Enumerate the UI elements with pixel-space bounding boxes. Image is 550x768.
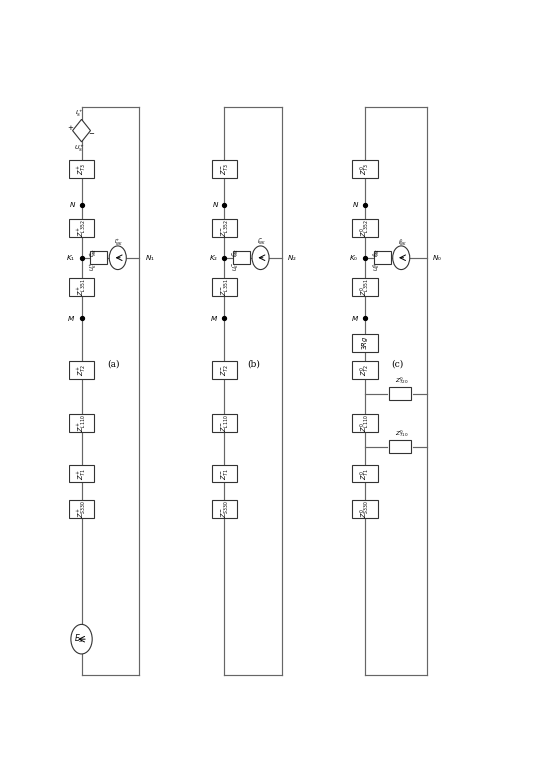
Bar <box>69 500 95 518</box>
Text: (c): (c) <box>391 359 403 369</box>
Bar <box>212 220 237 237</box>
Text: $M$: $M$ <box>67 313 75 323</box>
Bar <box>352 279 378 296</box>
Text: $I^{-}_{MK}$: $I^{-}_{MK}$ <box>232 247 241 257</box>
Bar <box>352 361 378 379</box>
Text: $Z^{+}_{T3}$: $Z^{+}_{T3}$ <box>76 163 88 175</box>
Bar <box>69 279 95 296</box>
Text: (b): (b) <box>248 359 261 369</box>
Text: $Z^{0}_{T3}$: $Z^{0}_{T3}$ <box>359 163 372 175</box>
Text: $N₀$: $N₀$ <box>432 253 442 262</box>
Text: $K₂$: $K₂$ <box>209 253 218 262</box>
Text: $I^{+}_{NK}$: $I^{+}_{NK}$ <box>114 237 123 247</box>
Bar <box>373 251 390 264</box>
Text: $E_S$: $E_S$ <box>74 633 85 645</box>
Text: $Z^{-}_{L110}$: $Z^{-}_{L110}$ <box>219 415 230 432</box>
Text: $Z^{0}_{L352}$: $Z^{0}_{L352}$ <box>359 220 372 237</box>
Text: $Z^{-}_{T2}$: $Z^{-}_{T2}$ <box>219 364 230 376</box>
Bar <box>352 415 378 432</box>
Text: $Z^{0}_{T2}$: $Z^{0}_{T2}$ <box>359 364 372 376</box>
Text: $U^{-}_K$: $U^{-}_K$ <box>232 262 241 271</box>
Bar <box>352 220 378 237</box>
Text: $I^+_S$: $I^+_S$ <box>75 109 84 119</box>
Text: $Z^{0}_{S330}$: $Z^{0}_{S330}$ <box>359 500 372 518</box>
Bar <box>212 361 237 379</box>
Text: (a): (a) <box>107 359 120 369</box>
Text: $I^{0}_{MK}$: $I^{0}_{MK}$ <box>372 247 382 257</box>
Bar <box>352 161 378 178</box>
Text: $N$: $N$ <box>212 200 219 209</box>
Text: $N₂$: $N₂$ <box>288 253 297 262</box>
Text: $-$: $-$ <box>88 128 95 137</box>
Text: $N$: $N$ <box>69 200 76 209</box>
Text: $Z^{-}_{L351}$: $Z^{-}_{L351}$ <box>219 279 230 296</box>
Text: $Z^{+}_{S330}$: $Z^{+}_{S330}$ <box>76 500 88 518</box>
Text: $Z^{0}_{L351}$: $Z^{0}_{L351}$ <box>359 279 372 296</box>
Circle shape <box>71 624 92 654</box>
Bar <box>212 465 237 482</box>
Circle shape <box>393 246 410 270</box>
Text: $U^{0}_K$: $U^{0}_K$ <box>372 263 382 271</box>
Text: $Z^{+}_{L352}$: $Z^{+}_{L352}$ <box>76 220 88 237</box>
Text: $Z^{-}_{T3}$: $Z^{-}_{T3}$ <box>219 163 230 175</box>
Bar <box>90 251 107 264</box>
Text: $K₁$: $K₁$ <box>66 253 75 262</box>
Text: $N₁$: $N₁$ <box>145 253 155 262</box>
Bar <box>69 161 95 178</box>
Bar <box>212 279 237 296</box>
Text: $Z^{-}_{S330}$: $Z^{-}_{S330}$ <box>219 500 230 518</box>
Text: $Z^{0}_{T1}$: $Z^{0}_{T1}$ <box>359 468 372 480</box>
Bar <box>233 251 250 264</box>
Text: $Z^{-}_{L352}$: $Z^{-}_{L352}$ <box>219 220 230 237</box>
Text: $U^+_S$: $U^+_S$ <box>74 143 85 154</box>
Text: $N$: $N$ <box>352 200 360 209</box>
Text: $U^{+}_K$: $U^{+}_K$ <box>88 262 98 271</box>
Text: $I^{0}_{NK}$: $I^{0}_{NK}$ <box>398 237 406 248</box>
Text: $Z^{+}_{L110}$: $Z^{+}_{L110}$ <box>76 415 88 432</box>
Circle shape <box>109 246 126 270</box>
Bar <box>352 465 378 482</box>
Bar <box>389 441 411 453</box>
Bar <box>69 415 95 432</box>
Bar <box>352 500 378 518</box>
Text: $M$: $M$ <box>210 313 218 323</box>
Text: $Z^0_{T20}$: $Z^0_{T20}$ <box>395 376 409 386</box>
Bar <box>212 500 237 518</box>
Text: $Z^{+}_{L351}$: $Z^{+}_{L351}$ <box>76 279 88 296</box>
Text: $Z^{-}_{T1}$: $Z^{-}_{T1}$ <box>219 468 230 480</box>
Text: $M$: $M$ <box>350 313 359 323</box>
Text: $3Rg$: $3Rg$ <box>360 336 370 350</box>
Polygon shape <box>73 119 91 142</box>
Text: $+$: $+$ <box>67 123 74 131</box>
Circle shape <box>252 246 269 270</box>
Text: $I^{+}_{MK}$: $I^{+}_{MK}$ <box>88 247 98 257</box>
Bar <box>212 415 237 432</box>
Text: $K₀$: $K₀$ <box>349 253 359 262</box>
Text: $Z^0_{T10}$: $Z^0_{T10}$ <box>395 429 409 439</box>
Bar <box>69 361 95 379</box>
Bar <box>69 220 95 237</box>
Bar <box>352 334 378 352</box>
Text: $Z^{+}_{T2}$: $Z^{+}_{T2}$ <box>76 364 88 376</box>
Bar <box>389 387 411 400</box>
Text: $Z^{+}_{T1}$: $Z^{+}_{T1}$ <box>76 468 88 480</box>
Text: $I^{-}_{NK}$: $I^{-}_{NK}$ <box>257 237 266 247</box>
Text: $Z^{0}_{L110}$: $Z^{0}_{L110}$ <box>359 415 372 432</box>
Bar <box>212 161 237 178</box>
Bar <box>69 465 95 482</box>
